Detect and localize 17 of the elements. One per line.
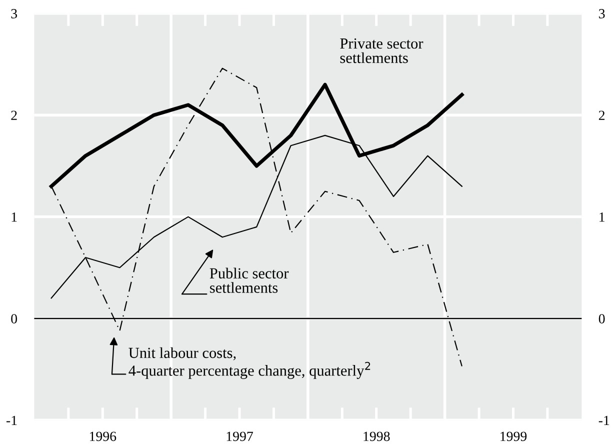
y2-tick-label: 2: [598, 110, 605, 120]
annotation: Private sector settlements: [340, 38, 424, 64]
x-tick-label: 1996: [90, 432, 116, 442]
y-tick-label: 1: [12, 212, 17, 222]
x-tick-label: 1999: [500, 432, 527, 442]
y2-tick-label: 0: [598, 314, 605, 324]
y2-tick-label: -1: [598, 416, 610, 425]
x-tick-label: 1998: [364, 432, 390, 442]
y2-tick-label: 1: [600, 212, 604, 222]
y-tick-label: 0: [11, 314, 18, 324]
y2-tick-label: 3: [599, 9, 605, 18]
annotation: Unit labour costs, 4-quarter percentage change, quarterly$^{2}$: [128, 347, 370, 379]
x-tick-label: 1997: [226, 432, 253, 442]
y-tick-label: 2: [11, 110, 17, 120]
annotation: Public sector settlements: [210, 268, 289, 293]
y-tick-label: 3: [11, 9, 18, 18]
y-tick-label: -1: [6, 416, 17, 425]
